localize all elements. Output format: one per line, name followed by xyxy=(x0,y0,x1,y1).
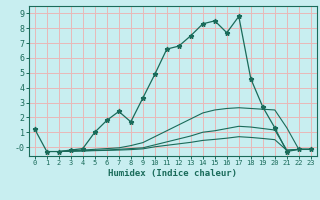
X-axis label: Humidex (Indice chaleur): Humidex (Indice chaleur) xyxy=(108,169,237,178)
